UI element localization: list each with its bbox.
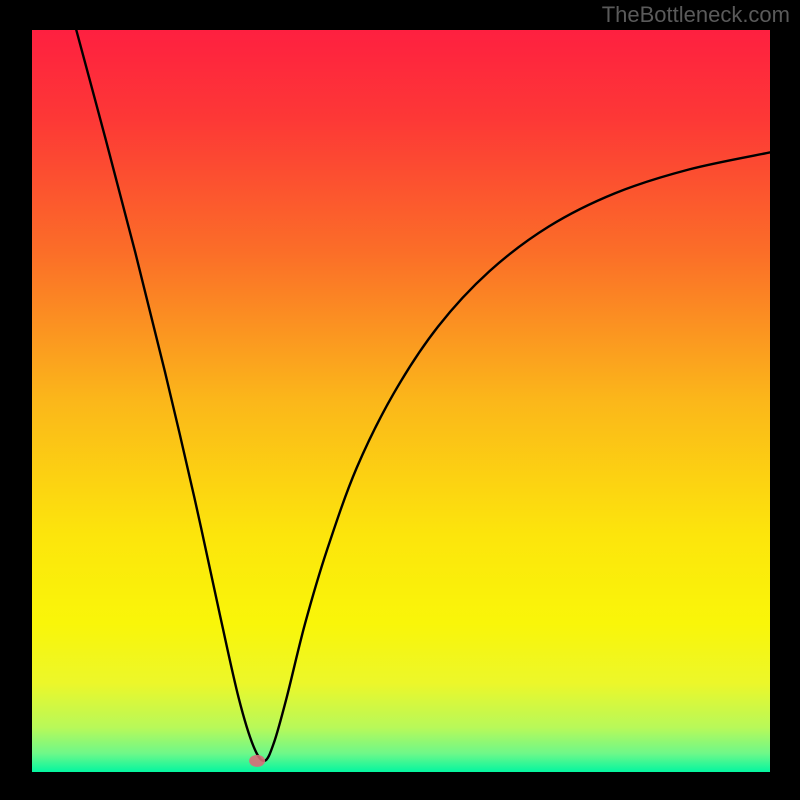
watermark-text: TheBottleneck.com [602,2,790,28]
bottleneck-chart [32,30,770,772]
trough-marker-dot [249,755,265,767]
chart-background [32,30,770,772]
